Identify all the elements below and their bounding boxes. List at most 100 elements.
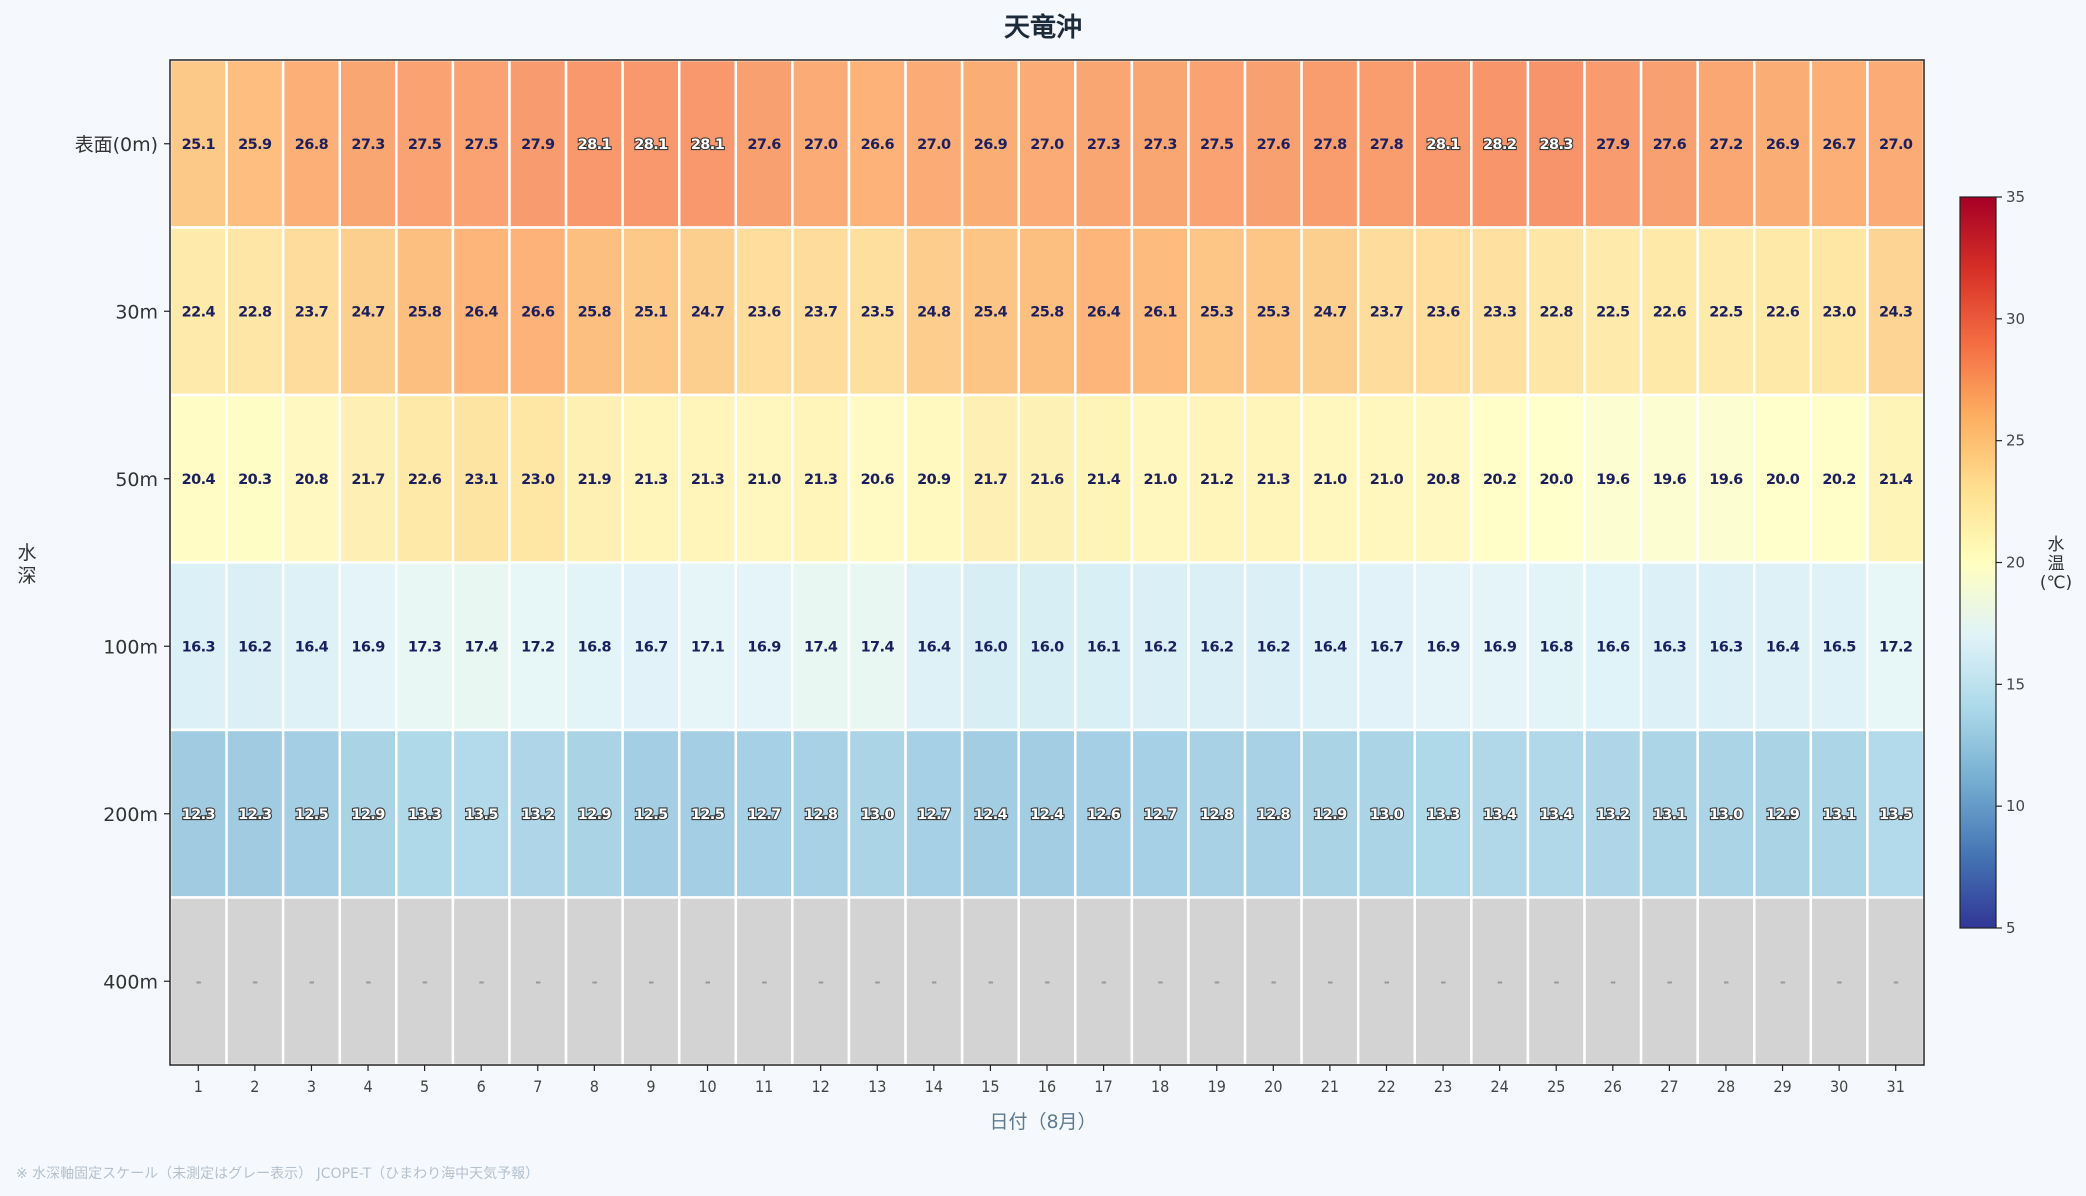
colorbar: 5 10 15 20 25 30 35 水温(℃) bbox=[1959, 188, 2072, 937]
cell-value-label: 13.5 bbox=[464, 807, 498, 823]
cell-value-label: 16.9 bbox=[1483, 639, 1517, 655]
cell-value-label: - bbox=[252, 974, 258, 990]
cell-value-label: 12.5 bbox=[691, 807, 725, 823]
cell-value-label: 27.8 bbox=[1313, 137, 1347, 153]
cell-value-label: 25.9 bbox=[238, 137, 272, 153]
cell-value-label: 24.8 bbox=[917, 304, 951, 320]
heatmap-cell bbox=[1017, 226, 1077, 397]
heatmap-cell bbox=[451, 393, 511, 564]
cell-value-label: - bbox=[1440, 974, 1446, 990]
cell-value-label: - bbox=[705, 974, 711, 990]
cell-value-label: 20.0 bbox=[1766, 472, 1800, 488]
cell-value-label: - bbox=[1214, 974, 1220, 990]
cell-value-label: 28.1 bbox=[1426, 137, 1460, 153]
chart-title: 天竜沖 bbox=[1004, 12, 1082, 43]
heatmap-cell bbox=[847, 393, 907, 564]
cell-value-label: 12.4 bbox=[974, 807, 1008, 823]
heatmap-cell bbox=[508, 896, 568, 1067]
cell-value-label: 27.9 bbox=[521, 137, 555, 153]
cell-value-label: 27.3 bbox=[1143, 137, 1176, 153]
heatmap-cell bbox=[1639, 393, 1699, 564]
x-tick-label: 6 bbox=[477, 1077, 486, 1096]
cell-value-label: 27.2 bbox=[1709, 137, 1742, 153]
cell-value-label: - bbox=[365, 974, 371, 990]
x-tick-label: 29 bbox=[1773, 1077, 1791, 1096]
x-tick-label: 27 bbox=[1660, 1077, 1678, 1096]
cell-value-label: 16.3 bbox=[1709, 639, 1742, 655]
x-tick-label: 30 bbox=[1830, 1077, 1848, 1096]
cell-value-label: - bbox=[1723, 974, 1729, 990]
cell-value-label: 12.8 bbox=[1257, 807, 1291, 823]
x-tick-label: 20 bbox=[1264, 1077, 1282, 1096]
heatmap-cell bbox=[1470, 896, 1530, 1067]
cell-value-label: 28.2 bbox=[1483, 137, 1516, 153]
cell-value-label: 12.9 bbox=[578, 807, 612, 823]
cell-value-label: 22.6 bbox=[408, 472, 442, 488]
heatmap-cell bbox=[734, 393, 794, 564]
cell-value-label: 12.7 bbox=[747, 807, 780, 823]
y-tick-label: 400m bbox=[103, 971, 158, 993]
cell-value-label: - bbox=[1497, 974, 1503, 990]
cell-value-label: 21.3 bbox=[691, 472, 724, 488]
heatmap-cell bbox=[677, 561, 738, 732]
cell-value-label: 16.9 bbox=[1426, 639, 1460, 655]
cell-value-label: 16.8 bbox=[578, 639, 612, 655]
cell-value-label: 13.1 bbox=[1822, 807, 1856, 823]
heatmap-cell bbox=[1753, 561, 1813, 732]
cell-value-label: 20.2 bbox=[1483, 472, 1516, 488]
heatmap-cell bbox=[1187, 58, 1247, 229]
cell-value-label: 20.8 bbox=[295, 472, 329, 488]
cell-value-label: 23.7 bbox=[295, 304, 328, 320]
cell-value-label: 22.6 bbox=[1766, 304, 1800, 320]
y-tick-label: 表面(0m) bbox=[75, 134, 158, 156]
colorbar-tick-label: 30 bbox=[2006, 310, 2025, 328]
heatmap-cell bbox=[1583, 728, 1643, 899]
cell-value-label: 22.5 bbox=[1596, 304, 1630, 320]
heatmap-cell bbox=[395, 896, 455, 1067]
heatmap-cell bbox=[1413, 728, 1473, 899]
colorbar-gradient bbox=[1959, 196, 1997, 929]
cell-value-label: 16.0 bbox=[1030, 639, 1064, 655]
cell-value-label: 21.9 bbox=[578, 472, 612, 488]
heatmap-cell bbox=[225, 896, 285, 1067]
heatmap-cell bbox=[1130, 58, 1190, 229]
cell-value-label: - bbox=[1327, 974, 1333, 990]
heatmap-cell bbox=[451, 226, 511, 397]
cell-value-label: 20.8 bbox=[1426, 472, 1460, 488]
x-tick-label: 26 bbox=[1604, 1077, 1622, 1096]
heatmap-cell bbox=[1187, 393, 1247, 564]
cell-value-label: 25.1 bbox=[634, 304, 668, 320]
cell-value-label: - bbox=[1271, 974, 1277, 990]
cell-value-label: 22.5 bbox=[1709, 304, 1743, 320]
heatmap-cell bbox=[1696, 561, 1756, 732]
cell-value-label: - bbox=[1384, 974, 1390, 990]
x-tick-label: 1 bbox=[194, 1077, 203, 1096]
heatmap-cell bbox=[791, 393, 851, 564]
heatmap-cell bbox=[1526, 393, 1586, 564]
heatmap-cell bbox=[1753, 393, 1813, 564]
heatmap-cell bbox=[677, 58, 738, 229]
cell-value-label: 21.3 bbox=[634, 472, 667, 488]
heatmap-cell bbox=[1583, 393, 1643, 564]
cell-value-label: - bbox=[1101, 974, 1107, 990]
cell-value-label: - bbox=[1836, 974, 1842, 990]
heatmap-cell bbox=[1809, 561, 1869, 732]
heatmap-cell bbox=[1753, 58, 1813, 229]
cell-value-label: 26.6 bbox=[861, 137, 895, 153]
cell-value-label: 16.7 bbox=[634, 639, 667, 655]
cell-value-label: 24.3 bbox=[1879, 304, 1912, 320]
y-tick-label: 200m bbox=[103, 804, 158, 826]
x-tick-label: 23 bbox=[1434, 1077, 1452, 1096]
cell-value-label: 13.0 bbox=[1709, 807, 1743, 823]
cell-value-label: 23.5 bbox=[861, 304, 895, 320]
cell-value-label: - bbox=[761, 974, 767, 990]
cell-value-label: 23.6 bbox=[747, 304, 781, 320]
heatmap-cell bbox=[960, 226, 1020, 397]
heatmap-cell bbox=[451, 561, 511, 732]
cell-value-label: 27.6 bbox=[1257, 137, 1291, 153]
cell-value-label: - bbox=[535, 974, 541, 990]
heatmap-cell bbox=[395, 728, 455, 899]
heatmap-cell bbox=[281, 561, 341, 732]
heatmap-cell bbox=[960, 728, 1020, 899]
heatmap-cells: 25.1 25.9 26.8 27.3 27.5 27.5 27.9 28.1 28.1 28.1… bbox=[168, 58, 1926, 1067]
